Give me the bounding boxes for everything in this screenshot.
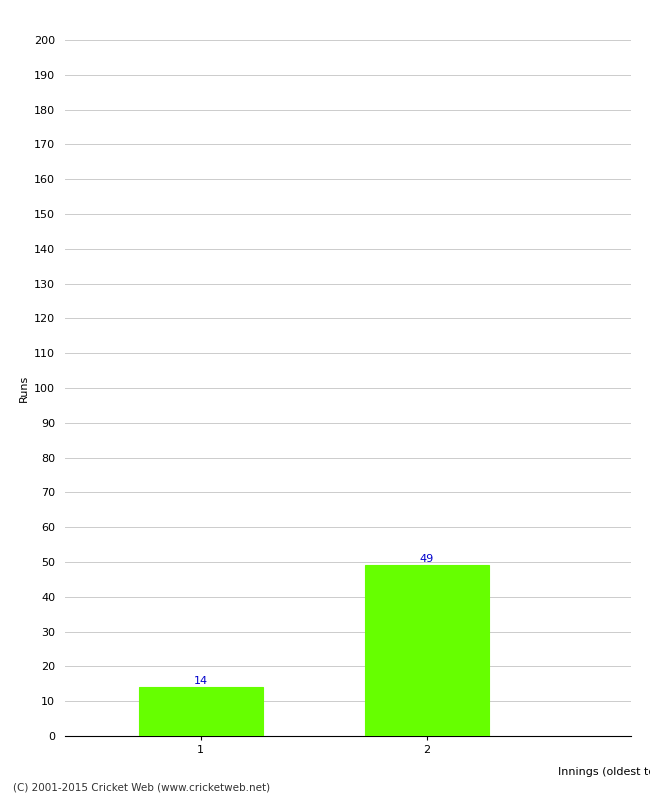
- X-axis label: Innings (oldest to newest): Innings (oldest to newest): [558, 767, 650, 778]
- Bar: [138, 687, 263, 736]
- Y-axis label: Runs: Runs: [19, 374, 29, 402]
- Bar: [365, 566, 489, 736]
- Text: 14: 14: [194, 675, 208, 686]
- Text: 49: 49: [420, 554, 434, 564]
- Text: (C) 2001-2015 Cricket Web (www.cricketweb.net): (C) 2001-2015 Cricket Web (www.cricketwe…: [13, 782, 270, 792]
